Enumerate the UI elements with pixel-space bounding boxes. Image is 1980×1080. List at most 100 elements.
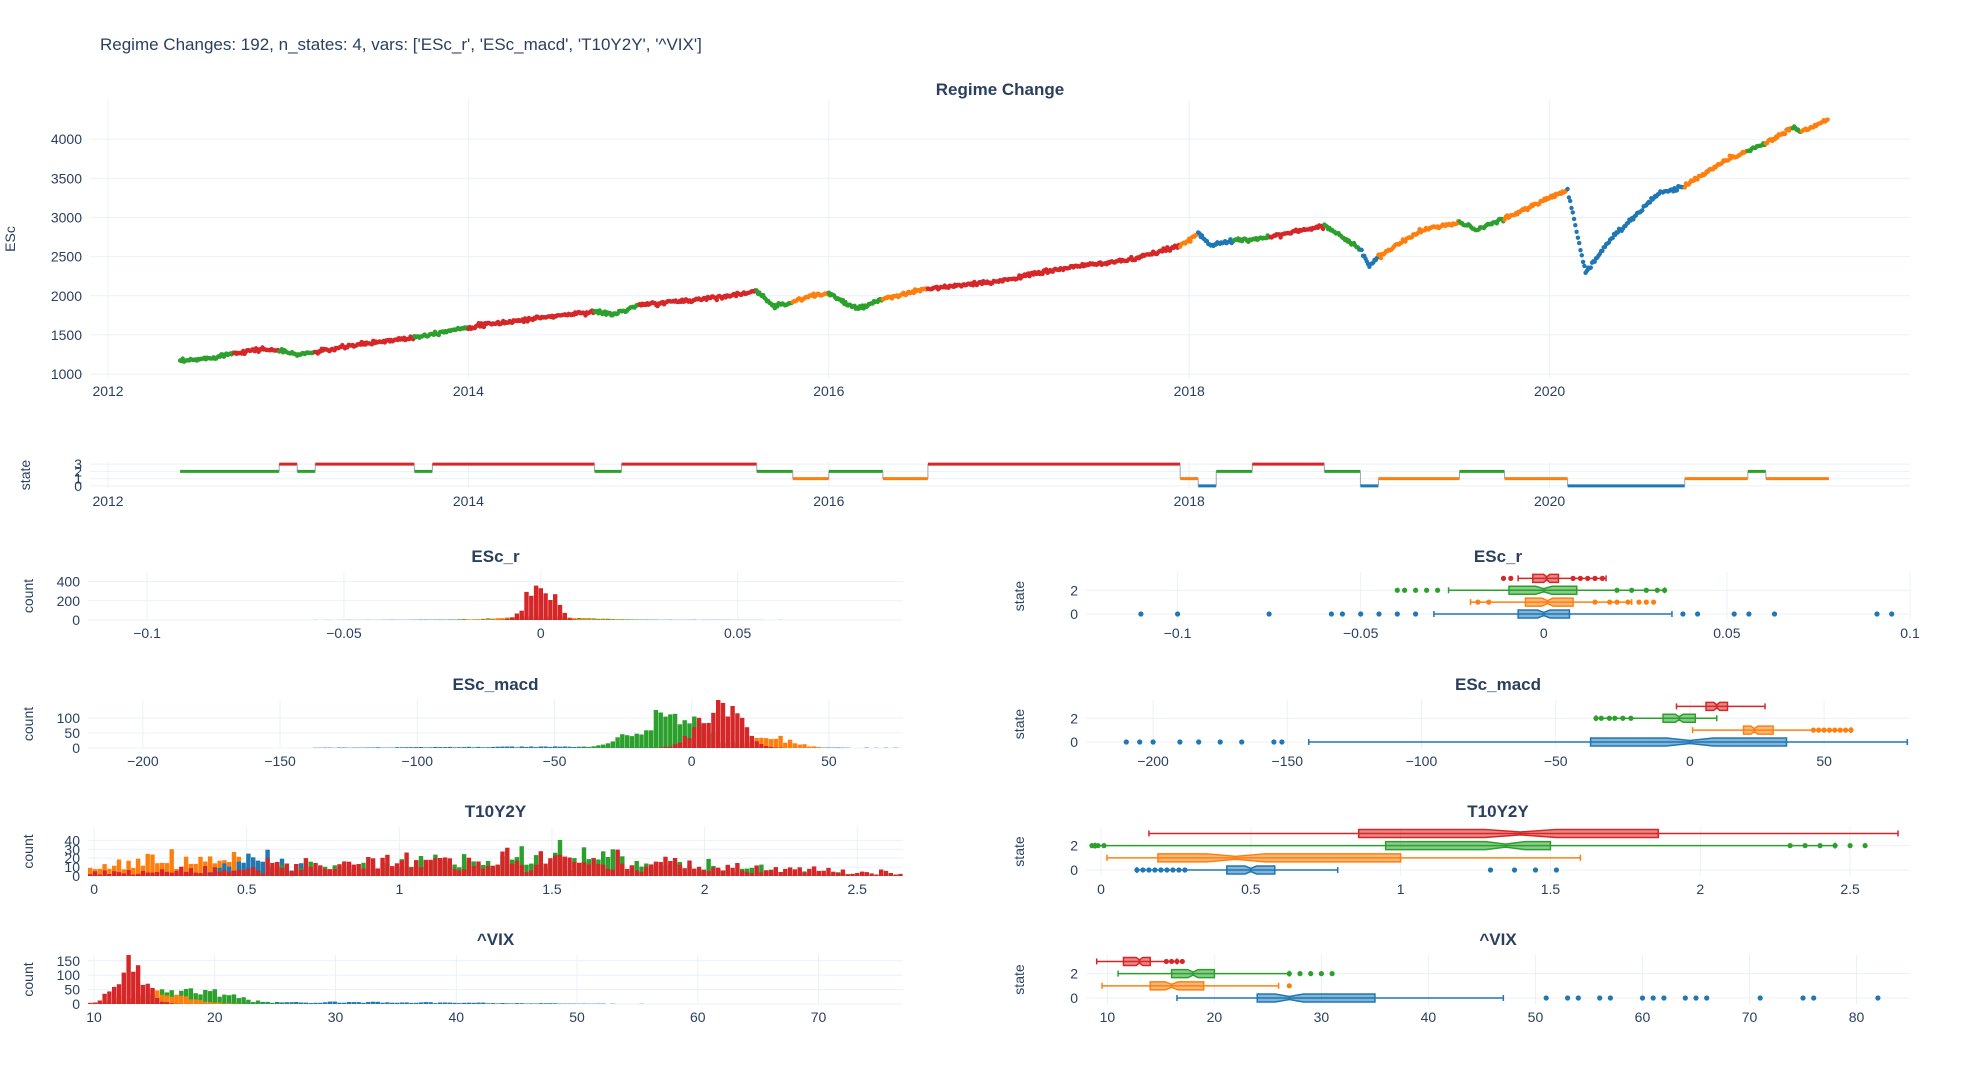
outlier-point bbox=[1832, 727, 1838, 733]
histogram-bar bbox=[150, 854, 155, 876]
histogram-bar bbox=[260, 873, 265, 876]
outlier-point bbox=[1150, 739, 1156, 745]
outlier-point bbox=[1413, 611, 1419, 617]
histogram-bar bbox=[447, 619, 452, 620]
histogram-bar bbox=[116, 859, 122, 876]
histogram-bar bbox=[581, 618, 587, 620]
histogram-bar bbox=[433, 1003, 438, 1004]
histogram-bar bbox=[231, 994, 237, 1004]
subplot-title: ESc_r bbox=[1474, 547, 1523, 566]
outlier-point bbox=[1134, 867, 1140, 873]
y-tick-label: 3500 bbox=[51, 170, 82, 186]
histogram-bar bbox=[826, 867, 831, 876]
histogram-bar bbox=[586, 864, 591, 876]
histogram-bar bbox=[524, 872, 529, 876]
histogram-bar bbox=[749, 735, 754, 748]
histogram-bar bbox=[601, 864, 606, 876]
histogram-bar bbox=[418, 747, 424, 748]
outlier-point bbox=[1811, 995, 1817, 1001]
histogram-bar bbox=[155, 872, 160, 876]
histogram-bar bbox=[164, 1002, 170, 1004]
histogram-bar bbox=[601, 619, 606, 620]
histogram-bar bbox=[668, 746, 673, 748]
histogram-bar bbox=[298, 870, 304, 876]
histogram-bar bbox=[327, 869, 333, 876]
histogram-bar bbox=[198, 873, 203, 876]
histogram-bar bbox=[716, 867, 721, 876]
x-tick-label: 2016 bbox=[813, 383, 844, 399]
histogram-bar bbox=[533, 864, 539, 876]
histogram-bar bbox=[577, 618, 582, 620]
outlier-point bbox=[1137, 739, 1143, 745]
data-point bbox=[1570, 210, 1576, 215]
outlier-point bbox=[1606, 715, 1612, 721]
histogram-bar bbox=[227, 995, 232, 1004]
x-tick-label: 2 bbox=[1696, 881, 1704, 897]
x-tick-label: 1.5 bbox=[1541, 881, 1561, 897]
outlier-point bbox=[1553, 867, 1559, 873]
histogram-bar bbox=[270, 862, 275, 876]
histogram-bar bbox=[581, 862, 587, 876]
histogram-bar bbox=[222, 869, 227, 876]
x-tick-label: 2012 bbox=[92, 493, 123, 509]
histogram-bar bbox=[893, 874, 898, 876]
histogram-bar bbox=[696, 717, 702, 748]
histogram-bar bbox=[461, 619, 467, 620]
histogram-bar bbox=[88, 1003, 93, 1004]
histogram-bar bbox=[457, 747, 462, 748]
histogram-bar bbox=[658, 862, 663, 876]
histogram-bar bbox=[696, 866, 702, 876]
histogram-bar bbox=[466, 1002, 472, 1004]
histogram-bar bbox=[135, 965, 141, 1004]
histogram-bar bbox=[481, 868, 486, 876]
histogram-bar bbox=[428, 747, 433, 748]
histogram-bar bbox=[404, 852, 409, 876]
histogram-bar bbox=[418, 856, 424, 876]
histogram-bar bbox=[586, 746, 591, 748]
outlier-point bbox=[1435, 587, 1441, 593]
outlier-point bbox=[1575, 995, 1581, 1001]
histogram-bar bbox=[476, 1002, 481, 1004]
histogram-bar bbox=[610, 741, 615, 748]
histogram-bar bbox=[97, 1000, 102, 1004]
histogram-bar bbox=[601, 851, 606, 876]
histogram-bar bbox=[428, 1002, 433, 1004]
histogram-bar bbox=[145, 872, 150, 876]
histogram-bar bbox=[514, 747, 520, 748]
histogram-bar bbox=[375, 1001, 380, 1004]
histogram-bar bbox=[802, 744, 807, 748]
histogram-bar bbox=[394, 863, 400, 876]
histogram-bar bbox=[562, 856, 567, 876]
x-tick-label: 2018 bbox=[1174, 383, 1205, 399]
histogram-bar bbox=[159, 994, 165, 1004]
histogram-bar bbox=[126, 860, 131, 876]
histogram-bar bbox=[620, 734, 625, 748]
histogram-bar bbox=[279, 867, 285, 876]
histogram-bar bbox=[140, 865, 146, 876]
x-tick-label: −0.05 bbox=[326, 625, 362, 641]
histogram-bar bbox=[797, 744, 802, 748]
histogram-bar bbox=[567, 618, 572, 620]
histogram-bar bbox=[88, 874, 93, 876]
histogram-bar bbox=[193, 999, 198, 1004]
histogram-bar bbox=[366, 747, 371, 748]
histogram-bar bbox=[529, 1003, 534, 1004]
histogram-bar bbox=[188, 868, 194, 876]
histogram-bar bbox=[485, 619, 491, 620]
histogram-bar bbox=[188, 999, 194, 1004]
histogram-bar bbox=[711, 712, 716, 748]
outlier-point bbox=[1599, 575, 1605, 581]
histogram-bar bbox=[687, 738, 692, 748]
histogram-bar bbox=[457, 1003, 462, 1004]
histogram-bar bbox=[720, 702, 726, 748]
histogram-bar bbox=[553, 746, 558, 748]
y-tick-label: 2 bbox=[1070, 838, 1078, 854]
outlier-point bbox=[1682, 995, 1688, 1001]
box-body bbox=[1524, 597, 1574, 607]
histogram-bar bbox=[289, 1002, 294, 1004]
histogram-bar bbox=[102, 993, 107, 1004]
data-point bbox=[1359, 247, 1364, 253]
histogram-bar bbox=[227, 1003, 232, 1004]
y-tick-label: 20 bbox=[64, 850, 80, 866]
histogram-bar bbox=[524, 747, 529, 748]
